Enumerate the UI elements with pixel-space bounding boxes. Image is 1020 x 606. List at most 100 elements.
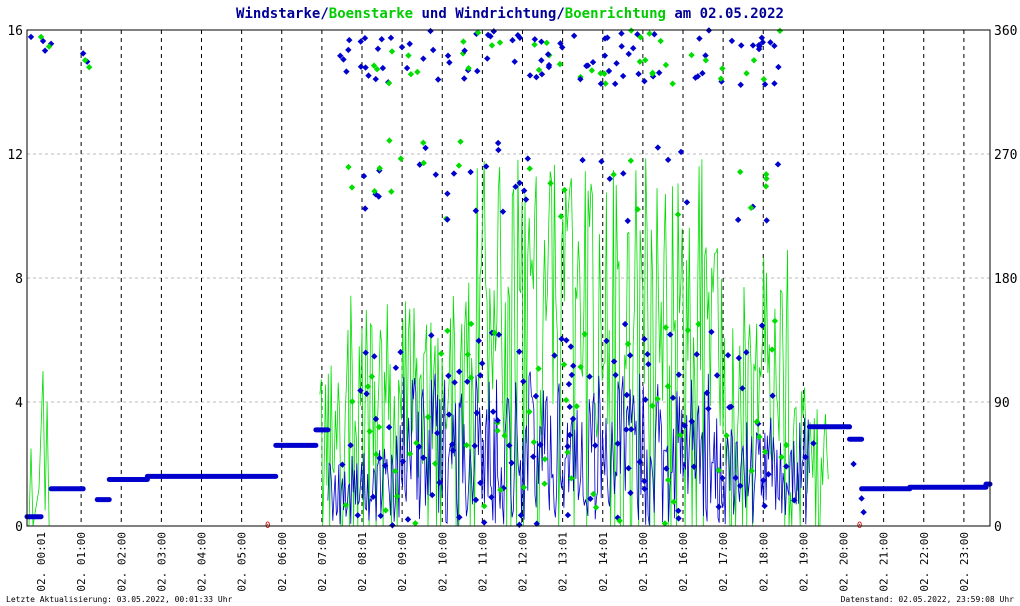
wind-direction-point (530, 453, 537, 460)
gust-direction-point (616, 517, 623, 524)
wind-direction-point (360, 172, 368, 180)
wind-direction-point (79, 50, 87, 57)
x-tick-label: 02. 20:00 (838, 532, 851, 592)
wind-direction-point (592, 442, 599, 449)
gust-direction-point (376, 165, 383, 172)
wind-direction-point (705, 405, 712, 412)
gust-direction-point (760, 76, 768, 83)
x-tick-label: 02. 04:00 (196, 532, 209, 592)
wind-direction-point (558, 335, 565, 343)
wind-direction-point (39, 37, 47, 45)
gust-direction-point (431, 460, 439, 467)
wind-direction-point (755, 41, 763, 49)
wind-direction-point (559, 44, 566, 51)
x-tick-label: 02. 15:00 (637, 532, 650, 592)
gust-direction-point (366, 428, 373, 435)
gust-direction-point (723, 432, 730, 439)
gust-direction-point (413, 439, 420, 447)
wind-direction-point (551, 352, 558, 359)
gust-direction-point (368, 373, 376, 380)
gust-direction-point (407, 70, 415, 78)
gust-direction-point (543, 39, 550, 47)
gust-direction-point (674, 211, 682, 218)
wind-direction-point (456, 514, 463, 521)
wind-direction-point (357, 387, 364, 394)
wind-direction-point (802, 453, 809, 461)
gust-direction-point (345, 163, 352, 171)
wind-direction-point (577, 75, 584, 83)
gust-direction-point (778, 453, 785, 461)
wind-direction-point (664, 156, 672, 164)
gust-direction-point (496, 39, 504, 46)
gust-direction-point (677, 432, 684, 439)
wind-direction-point (347, 442, 354, 449)
wind-direction-point (606, 175, 614, 183)
wind-direction-point (377, 512, 384, 519)
wind-direction-point (471, 442, 478, 450)
wind-direction-point (357, 63, 365, 70)
wind-direction-point (564, 443, 571, 450)
wind-direction-point (810, 440, 817, 447)
wind-direction-point (564, 511, 572, 519)
gust-direction-point (776, 27, 784, 35)
wind-direction-point (769, 392, 776, 399)
gust-direction-point (588, 67, 596, 74)
wind-direction-point (461, 47, 468, 54)
gust-direction-point (455, 162, 463, 169)
wind-direction-point (703, 389, 711, 397)
gust-direction-point (646, 30, 653, 37)
grid-layer (27, 29, 990, 527)
wind-direction-point (415, 443, 423, 450)
gust-direction-point (573, 403, 580, 410)
gust-direction-point (590, 490, 597, 498)
wind-direction-point (376, 454, 383, 462)
wind-direction-point (422, 144, 429, 152)
wind-direction-point (774, 161, 782, 168)
gust-direction-point (541, 480, 548, 487)
gust-direction-point (624, 340, 632, 348)
wind-direction-point (759, 39, 767, 46)
wind-direction-point (621, 320, 629, 328)
wind-direction-point (702, 52, 709, 59)
wind-direction-point (675, 515, 682, 522)
gust-direction-point (637, 34, 644, 41)
wind-direction-point (538, 38, 545, 45)
gust-direction-point (664, 383, 672, 390)
wind-direction-point (381, 462, 389, 469)
wind-direction-point (618, 30, 625, 37)
wind-direction-point (567, 343, 575, 350)
wind-direction-point (677, 148, 685, 156)
wind-direction-point (601, 52, 609, 59)
gust-direction-point (526, 408, 533, 415)
wind-direction-point (783, 463, 790, 470)
wind-direction-point (444, 52, 452, 59)
wind-direction-point (450, 170, 458, 177)
x-tick-label: 02. 03:00 (155, 532, 168, 592)
wind-direction-point (340, 56, 347, 63)
gust-direction-point (562, 396, 570, 404)
wind-direction-point (570, 362, 577, 370)
gust-direction-point (763, 175, 770, 182)
wind-direction-point (675, 507, 682, 514)
gust-direction-point (597, 70, 604, 77)
gust-direction-point (388, 188, 395, 195)
wind-direction-point (692, 74, 699, 81)
wind-direction-point (645, 361, 652, 368)
y-left-tick-label: 8 (15, 272, 23, 287)
wind-direction-point (755, 45, 763, 53)
y-right-tick-label: 0 (994, 520, 1002, 535)
wind-direction-point (626, 352, 634, 359)
wind-direction-point (619, 72, 627, 80)
wind-direction-point (456, 368, 463, 375)
title-mid: und Windrichtung/ (413, 6, 565, 22)
gust-direction-point (438, 350, 445, 357)
x-tick-label: 02. 18:00 (757, 532, 770, 592)
gust-direction-point (520, 484, 528, 491)
wind-direction-point (728, 37, 736, 45)
x-tick-label: 02. 05:00 (236, 532, 249, 592)
wind-direction-point (628, 426, 635, 433)
gust-direction-point (370, 62, 378, 69)
gust-direction-point (556, 60, 564, 68)
gust-direction-point (771, 317, 779, 325)
x-tick-label: 02. 13:01 (557, 532, 570, 592)
